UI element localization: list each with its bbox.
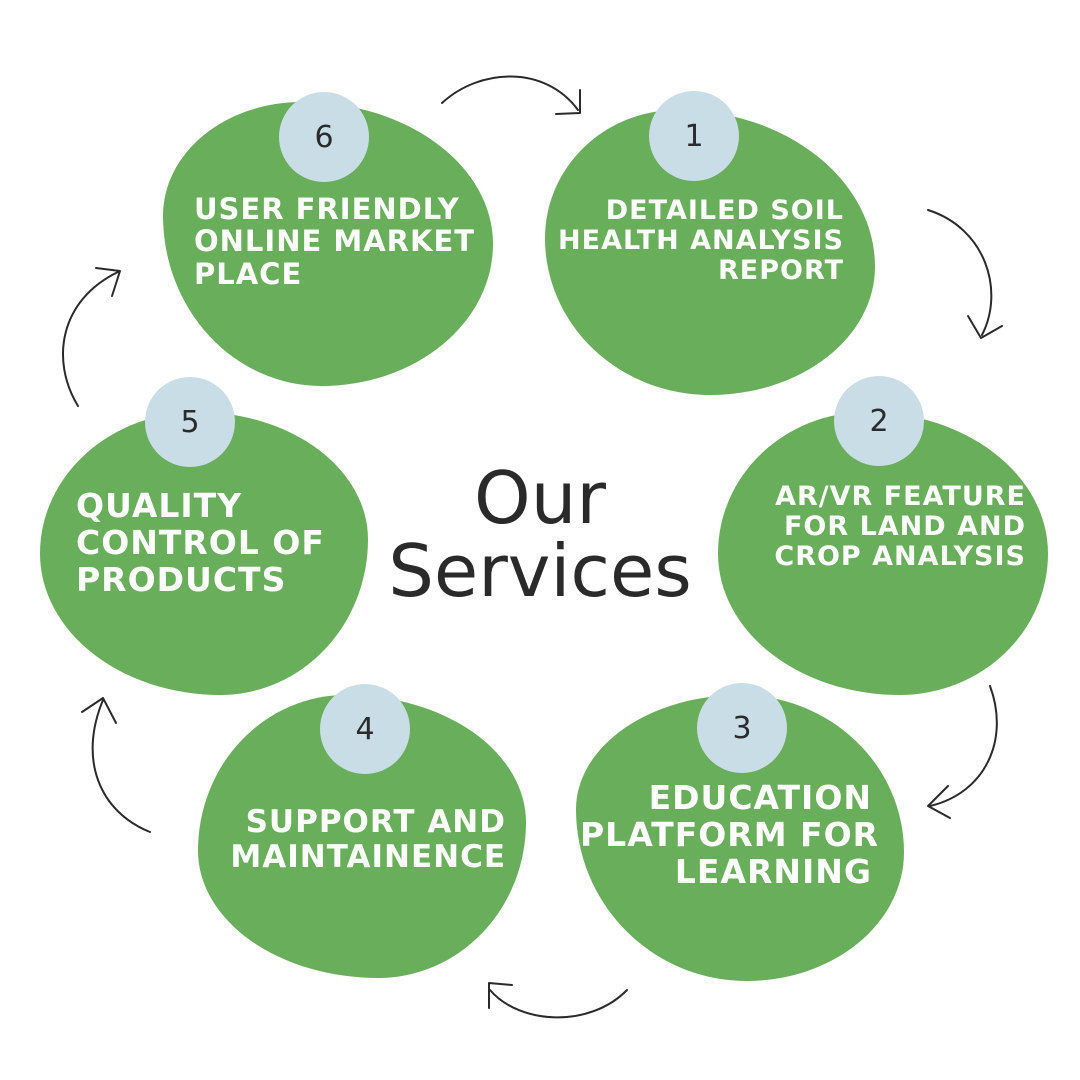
arrowhead-4-to-5 (81, 697, 117, 724)
service-6-label-line: Place (194, 256, 303, 291)
service-4-label-line: Support and (245, 804, 506, 840)
service-5-label-line: Control of (76, 522, 325, 562)
service-2-label: AR/VR Feature for Land and Crop Analysis (724, 481, 1026, 573)
service-2-label-line: Crop Analysis (774, 541, 1026, 573)
service-6-label-line: User Friendly (194, 192, 460, 226)
service-4-label: Support and Maintainence (206, 805, 506, 874)
center-title: Our Services (340, 456, 740, 614)
service-5-label: Quality Control of Products (76, 486, 325, 599)
service-4-label-line: Maintainence (230, 838, 506, 875)
service-1-label-line: Health Analysis (558, 225, 844, 257)
center-title-line-2: Services (388, 529, 692, 614)
service-3-number-badge: 3 (697, 683, 787, 773)
service-3-label-line: Platform for (580, 814, 880, 854)
service-3-label-line: Education (648, 778, 872, 817)
service-1-label-line: Detailed Soil (605, 195, 844, 226)
service-5-number-badge: 5 (145, 377, 235, 467)
service-5-label-line: Products (76, 559, 287, 599)
arrowhead-5-to-6 (95, 267, 121, 297)
arrowhead-6-to-1 (555, 89, 581, 115)
service-1-label-line: Report (718, 255, 844, 287)
service-2-label-line: AR/VR Feature (775, 481, 1026, 512)
center-title-line-1: Our (474, 456, 606, 540)
service-5-label-line: Quality (76, 486, 243, 525)
arrow-1-to-2 (927, 209, 993, 336)
arrowhead-1-to-2 (967, 315, 1003, 339)
service-3-label-line: Learning (674, 851, 872, 891)
service-2-number: 2 (869, 403, 889, 439)
arrowhead-3-to-4 (488, 982, 513, 1009)
service-4-number-badge: 4 (320, 684, 410, 774)
service-2-number-badge: 2 (834, 376, 924, 466)
arrow-3-to-4 (489, 989, 628, 1019)
arrowhead-2-to-3 (927, 785, 951, 819)
service-4-number: 4 (355, 711, 375, 747)
arrow-2-to-3 (929, 685, 998, 807)
service-6-label-line: Online Market (194, 224, 476, 259)
service-1-number: 1 (684, 118, 704, 154)
service-6-number-badge: 6 (279, 92, 369, 182)
service-3-number: 3 (732, 710, 752, 746)
service-5-number: 5 (180, 404, 200, 440)
service-1-label: Detailed Soil Health Analysis Report (548, 195, 844, 287)
service-6-number: 6 (314, 119, 334, 155)
arrow-5-to-6 (61, 271, 119, 407)
service-6-label: User Friendly Online Market Place (194, 192, 476, 291)
service-3-label: Education Platform for Learning (580, 778, 880, 891)
arrow-4-to-5 (91, 699, 151, 833)
service-1-number-badge: 1 (649, 91, 739, 181)
service-2-label-line: for Land and (783, 511, 1026, 543)
arrow-6-to-1 (441, 75, 579, 111)
